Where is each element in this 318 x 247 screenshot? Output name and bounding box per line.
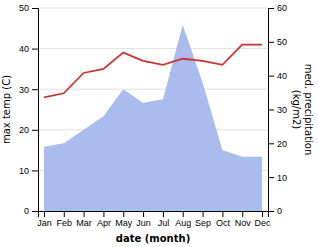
tick: Jul [158, 211, 170, 228]
tick-mark [143, 211, 144, 217]
tick-mark [268, 76, 274, 77]
tick: 40 [19, 44, 38, 54]
tick: 10 [19, 166, 38, 176]
tick-label: 0 [277, 206, 282, 216]
tick-label: Apr [97, 218, 111, 228]
tick-mark [268, 110, 274, 111]
grid-line [38, 48, 268, 49]
tick-mark [44, 211, 45, 217]
tick-label: Dec [255, 218, 272, 228]
tick: Aug [175, 211, 191, 228]
axis-line [32, 9, 39, 212]
tick-mark [268, 211, 274, 212]
tick-label: Oct [216, 218, 231, 228]
tick-mark [103, 211, 104, 217]
tick-mark [163, 211, 164, 217]
tick-label: 40 [19, 44, 29, 54]
tick-mark [222, 211, 223, 217]
tick-mark [32, 130, 38, 131]
tick-label: Jan [37, 218, 52, 228]
marks [44, 25, 262, 211]
tick: 20 [19, 125, 38, 135]
tick-label: 10 [19, 166, 29, 176]
tick-label: Nov [235, 218, 252, 228]
tick: Nov [235, 211, 252, 228]
tick: Feb [57, 211, 73, 228]
tick: Dec [255, 211, 272, 228]
tick-label: Sep [195, 218, 211, 228]
tick: 50 [19, 3, 38, 13]
tick: 30 [268, 105, 287, 115]
tick-label: May [115, 218, 133, 228]
tick: 50 [268, 37, 287, 47]
tick: 40 [268, 71, 287, 81]
tick-mark [32, 49, 38, 50]
grid [38, 8, 268, 211]
x-axis-title: date (month) [116, 233, 190, 244]
tick-label: 50 [277, 37, 287, 47]
tick-label: 40 [277, 71, 287, 81]
tick-mark [32, 8, 38, 9]
tick-label: 0 [24, 206, 29, 216]
tick-mark [123, 211, 124, 217]
x-axis: Jan FebMar Apr MayJun Jul Aug Sep Oct NovDec [37, 211, 271, 228]
title-line: med. precipitation [303, 64, 314, 156]
y2-axis: 0 10 20 30 40 50 60 [268, 3, 287, 216]
tick-mark [84, 211, 85, 217]
tick: May [115, 211, 133, 228]
tick-label: 10 [277, 173, 287, 183]
tick-label: 20 [277, 139, 287, 149]
tick-mark [64, 211, 65, 217]
tick: 20 [268, 139, 287, 149]
tick-mark [32, 89, 38, 90]
tick: 0 [268, 206, 282, 216]
tick-mark [268, 143, 274, 144]
tick: Oct [216, 211, 231, 228]
tick-label: Jun [136, 218, 151, 228]
tick: 30 [19, 85, 38, 95]
tick: Jan [37, 211, 52, 228]
grid-line [38, 8, 268, 9]
area [44, 25, 262, 211]
tick: 0 [24, 206, 38, 216]
y2-axis-title: med. precipitation(kg/m2) [291, 64, 314, 156]
tick-mark [183, 211, 184, 217]
tick: 10 [268, 173, 287, 183]
tick-label: 20 [19, 125, 29, 135]
tick-mark [268, 8, 274, 9]
grid-line [38, 89, 268, 90]
axis-line [39, 212, 269, 218]
tick: 60 [268, 3, 287, 13]
tick-mark [262, 211, 263, 217]
y-axis: 0 10 20 30 40 50 [19, 3, 39, 216]
tick-label: Feb [57, 218, 73, 228]
title-line: (kg/m2) [291, 90, 302, 130]
tick-label: Mar [76, 218, 92, 228]
axis-line [269, 9, 275, 212]
tick: Jun [136, 211, 151, 228]
tick: Apr [97, 211, 111, 228]
tick-mark [32, 170, 38, 171]
plot-area: Jan FebMar Apr MayJun Jul Aug Sep Oct NovDec 0 10 2… [1, 3, 314, 244]
tick-label: 30 [277, 105, 287, 115]
tick-mark [242, 211, 243, 217]
y-axis-title: max temp (C) [1, 75, 12, 144]
tick-label: 60 [277, 3, 287, 13]
tick-mark [203, 211, 204, 217]
tick-label: 50 [19, 3, 29, 13]
tick: Mar [76, 211, 92, 228]
tick-mark [32, 211, 38, 212]
tick-label: Aug [175, 218, 191, 228]
line [44, 45, 262, 98]
chart: Jan FebMar Apr MayJun Jul Aug Sep Oct NovDec 0 10 2… [0, 0, 318, 247]
tick-label: Jul [158, 218, 170, 228]
tick: Sep [195, 211, 211, 228]
tick-mark [268, 42, 274, 43]
tick-mark [268, 177, 274, 178]
tick-label: 30 [19, 85, 29, 95]
